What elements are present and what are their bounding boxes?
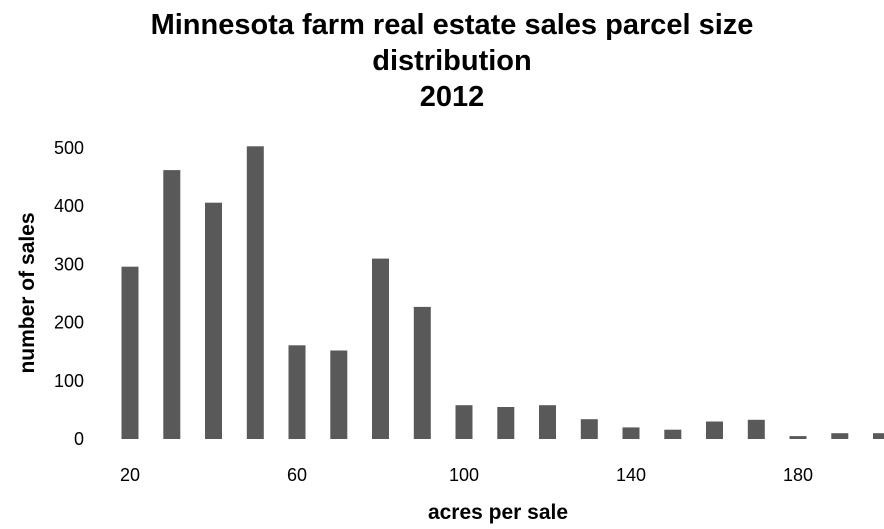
x-tick-label: 20 xyxy=(120,465,140,485)
bar xyxy=(622,427,640,439)
bar xyxy=(539,405,556,439)
bar xyxy=(580,419,598,439)
bar xyxy=(413,306,431,439)
bars-group xyxy=(121,146,884,440)
bar xyxy=(664,429,682,439)
chart-title-line-3: 2012 xyxy=(420,81,485,113)
y-tick-label: 100 xyxy=(54,371,84,391)
chart-title-line-1: Minnesota farm real estate sales parcel … xyxy=(151,9,754,41)
y-tick-label: 300 xyxy=(54,254,84,274)
bar xyxy=(288,345,306,439)
bar xyxy=(121,266,139,439)
y-tick-label: 0 xyxy=(74,429,84,449)
y-tick-label: 200 xyxy=(54,313,84,333)
bar xyxy=(706,421,723,439)
x-tick-label: 180 xyxy=(783,465,813,485)
x-tick-label: 140 xyxy=(616,465,646,485)
bar xyxy=(372,258,389,439)
bar xyxy=(205,202,222,439)
bar xyxy=(330,350,348,439)
bar xyxy=(873,433,884,439)
bar xyxy=(831,433,849,439)
y-axis-ticks: 0 100 200 300 400 500 xyxy=(54,138,84,449)
bar xyxy=(747,419,765,439)
x-axis-ticks: 20 60 100 140 180 xyxy=(120,465,813,485)
bar xyxy=(163,170,181,439)
chart-title-line-2: distribution xyxy=(372,45,531,77)
bar xyxy=(455,405,473,439)
x-tick-label: 60 xyxy=(287,465,307,485)
y-tick-label: 500 xyxy=(54,138,84,158)
bar xyxy=(246,146,264,440)
bar xyxy=(789,436,807,439)
y-tick-label: 400 xyxy=(54,196,84,216)
y-axis-label: number of sales xyxy=(16,212,39,373)
x-tick-label: 100 xyxy=(449,465,479,485)
x-axis-label: acres per sale xyxy=(428,501,568,524)
bar xyxy=(497,407,515,439)
